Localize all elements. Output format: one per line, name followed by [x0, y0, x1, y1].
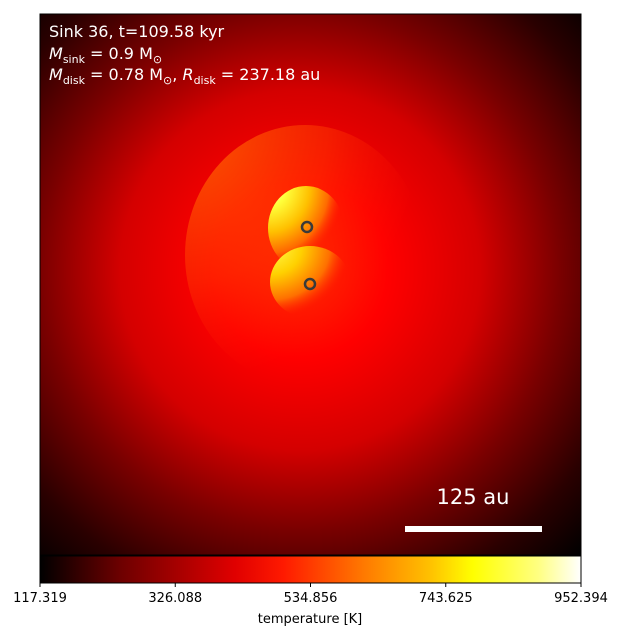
- colorbar-tick-label: 743.625: [419, 591, 473, 606]
- annotation-line-2: Msink = 0.9 M⊙: [49, 44, 162, 66]
- annotation-line-1: Sink 36, t=109.58 kyr: [49, 22, 225, 41]
- sink-marker: [303, 277, 317, 291]
- scale-bar-label: 125 au: [437, 485, 510, 509]
- colorbar-tick-label: 326.088: [148, 591, 202, 606]
- colorbar-ticks: 117.319 326.088 534.856 743.625 952.394: [13, 583, 608, 606]
- plot-frame: [39, 13, 582, 556]
- heatmap-image: [40, 14, 581, 555]
- annotation-line-3: Mdisk = 0.78 M⊙, Rdisk = 237.18 au: [49, 65, 320, 87]
- colorbar-tick-label: 117.319: [13, 591, 67, 606]
- colorbar-tick-label: 952.394: [554, 591, 608, 606]
- sink-marker: [300, 220, 314, 234]
- colorbar-label: temperature [K]: [258, 612, 363, 627]
- colorbar-tick-label: 534.856: [284, 591, 338, 606]
- colorbar: [39, 555, 582, 584]
- scale-bar: [405, 526, 542, 532]
